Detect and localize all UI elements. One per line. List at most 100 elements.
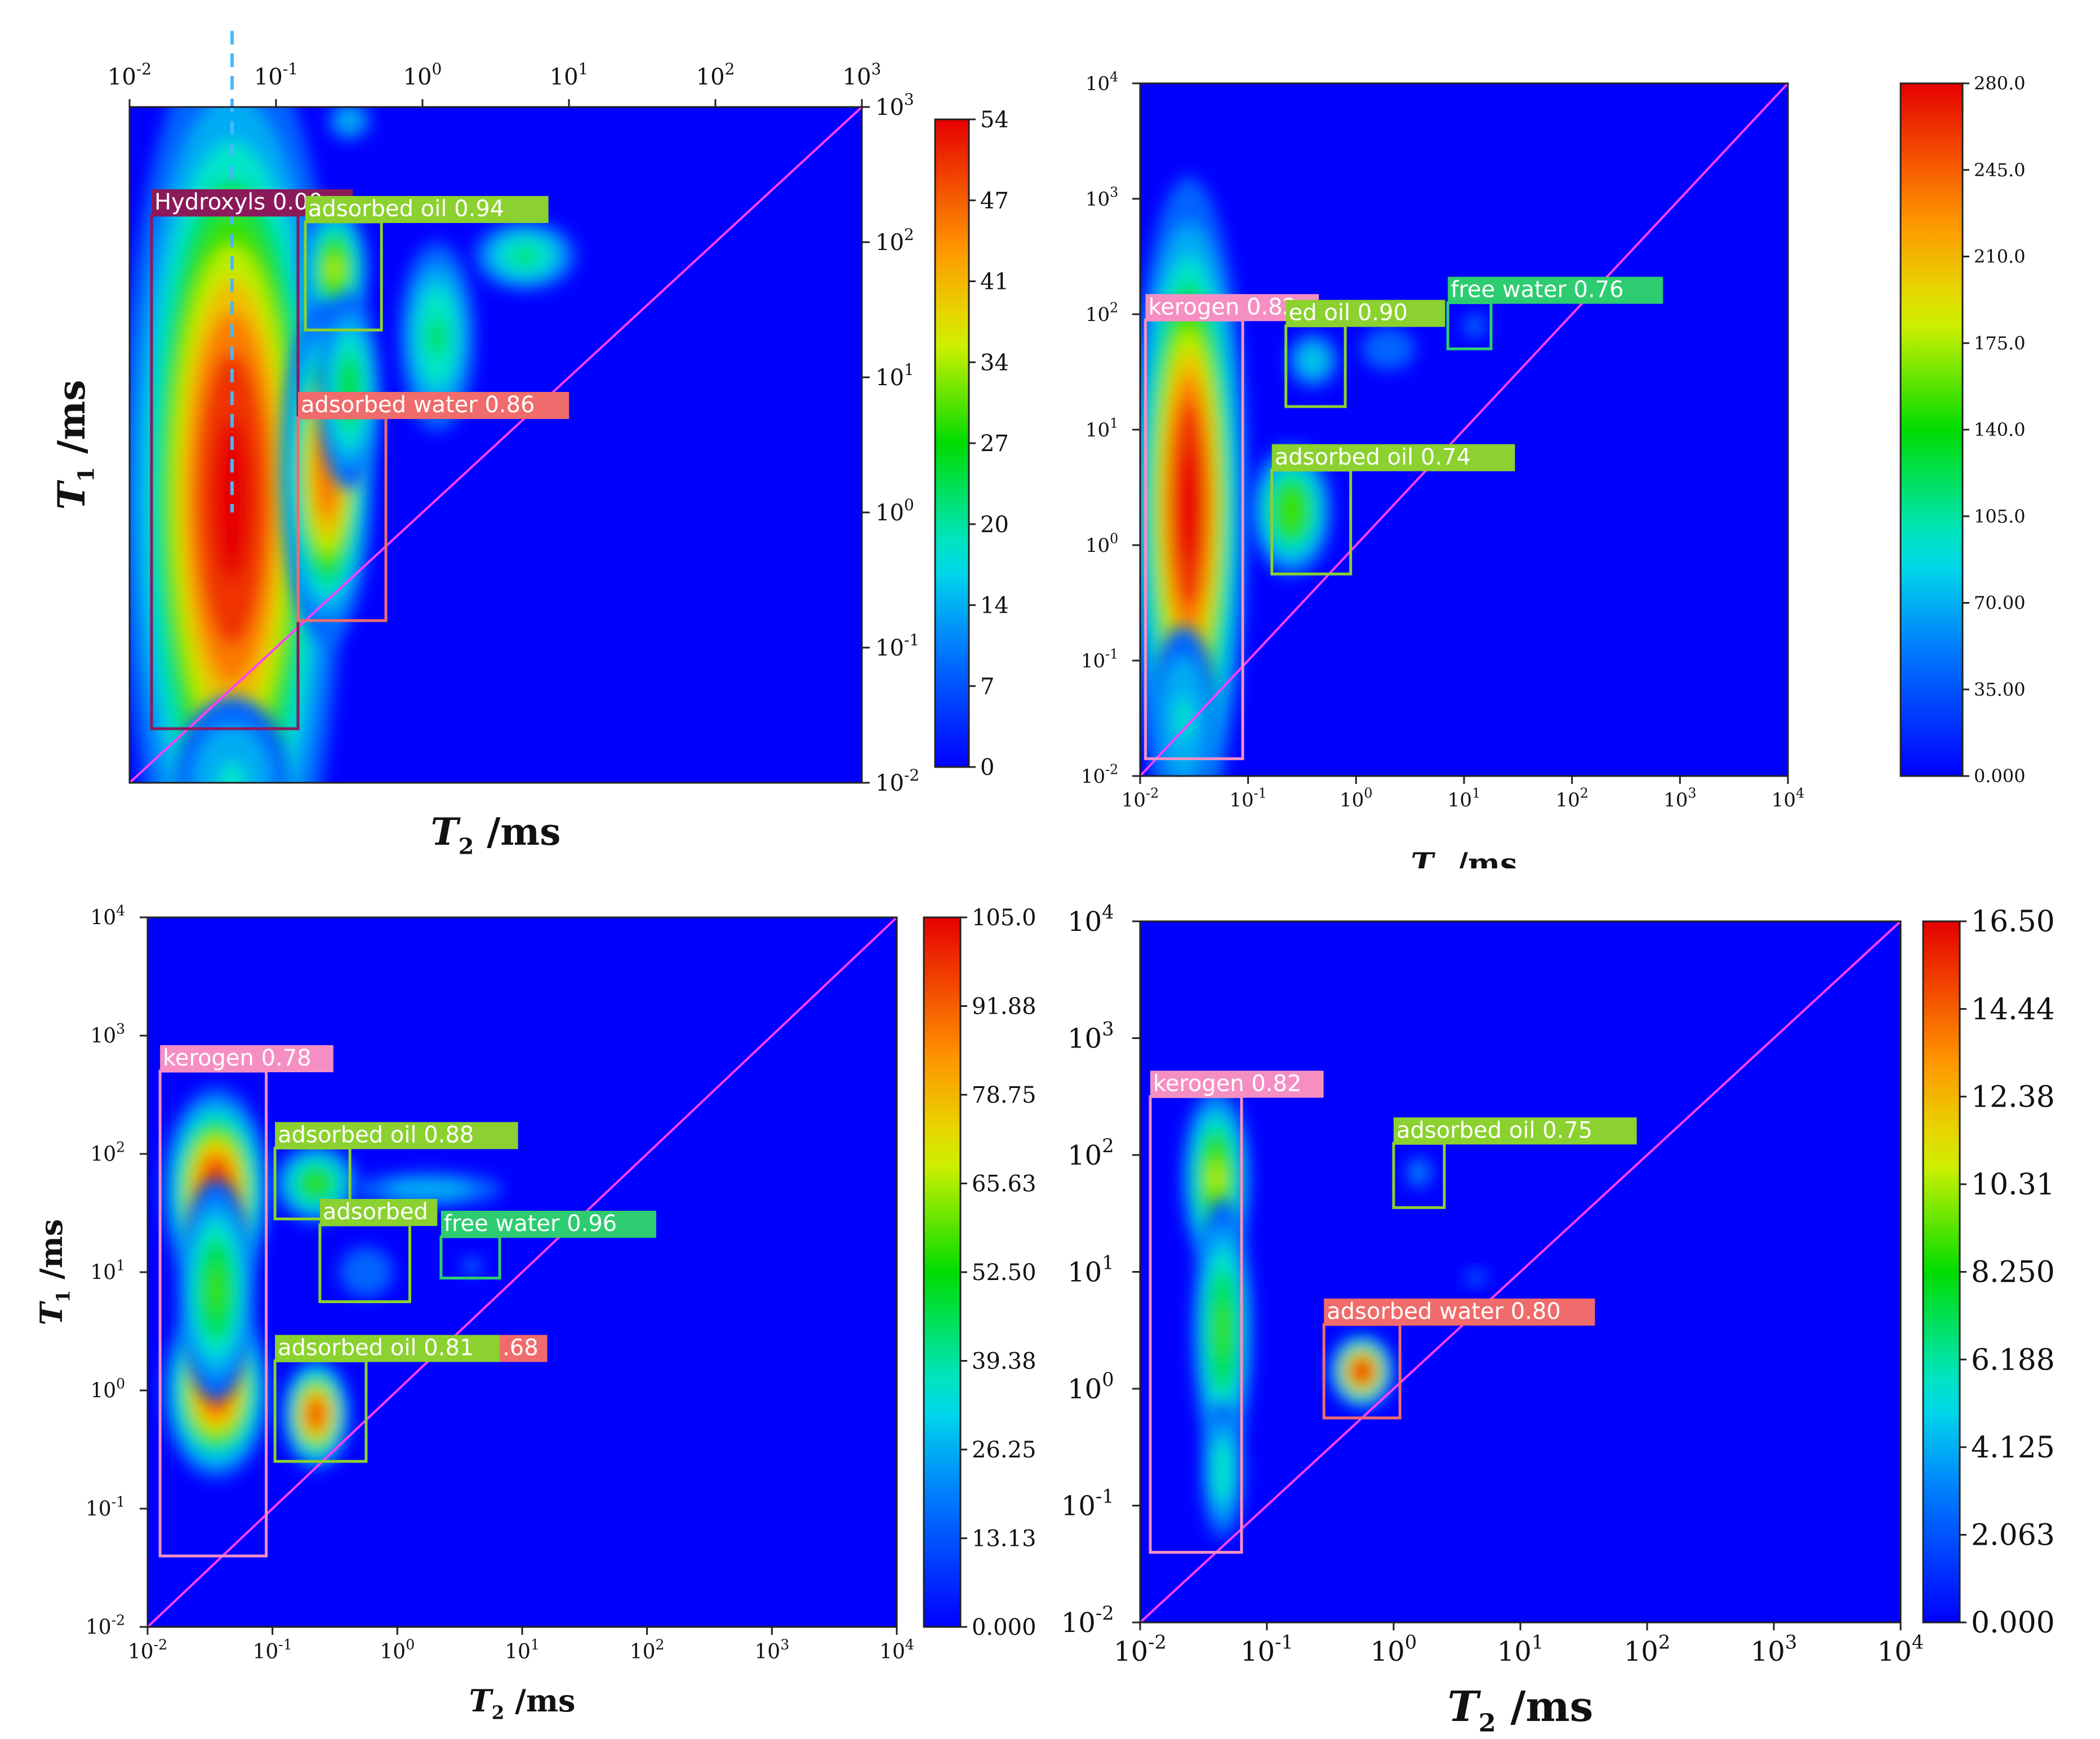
contour-level <box>328 256 341 282</box>
detection-tag <box>298 392 570 419</box>
colorbar-tick-label: 280.0 <box>1974 73 2026 94</box>
x-tick-label: 103 <box>754 1637 789 1664</box>
detection-label: kerogen 0.82 <box>1153 1071 1302 1096</box>
contour-level <box>308 1175 325 1192</box>
detection-tag <box>1150 1071 1324 1098</box>
contour-level <box>1306 354 1319 367</box>
colorbar-tick-label: 16.50 <box>1971 905 2055 939</box>
detection-3: adsorbed oil 0.74 <box>1270 444 1515 576</box>
y-tick-label: 103 <box>90 1020 125 1047</box>
signal-blob-3 <box>1287 333 1339 388</box>
y-tick-label: 100 <box>875 496 914 526</box>
signal-blob-4 <box>317 292 381 489</box>
colorbar-tick-label: 175.0 <box>1974 332 2026 354</box>
contour-level <box>208 1267 225 1313</box>
y-tick-label: 103 <box>875 90 914 121</box>
colorbar-tick-label: 6.188 <box>1971 1343 2055 1377</box>
contour-level <box>193 725 272 783</box>
detection-tag <box>275 1122 518 1149</box>
plot-frame <box>128 106 863 784</box>
colorbar-tick-label: 52.50 <box>972 1260 1036 1286</box>
signal-blob-2 <box>1201 1402 1244 1540</box>
signal-blob-0 <box>1140 176 1248 776</box>
detection-0: kerogen 0.78 <box>158 1045 333 1558</box>
signal-blob-6 <box>473 220 577 292</box>
y-tick-label: 103 <box>1067 1018 1114 1055</box>
contour-level <box>1216 1304 1229 1357</box>
signal-blob-0 <box>130 107 344 783</box>
x-tick-label: 100 <box>1340 786 1372 811</box>
colorbar-tick-label: 34 <box>980 350 1009 376</box>
colorbar-tick-label: 65.63 <box>972 1171 1036 1197</box>
contour-level <box>218 762 246 783</box>
detection-tag <box>1448 277 1663 304</box>
detection-2: adsorbed water 0.80 <box>1322 1298 1595 1420</box>
colorbar-tick-label: 7 <box>980 674 994 699</box>
y-tick-label: 101 <box>1085 416 1118 442</box>
y-tick-label: 100 <box>90 1375 125 1402</box>
x-tick-label: 10-2 <box>108 60 152 90</box>
contour-level <box>514 248 536 264</box>
colorbar-tick-label: 0.000 <box>972 1615 1036 1640</box>
x-tick-label: 103 <box>843 60 882 90</box>
detection-5: .68 <box>500 1335 548 1362</box>
colorbar-tick-label: 105.0 <box>972 905 1036 931</box>
x-tick-label: 10-2 <box>128 1637 167 1664</box>
colorbar-tick-label: 14 <box>980 593 1009 619</box>
x-tick-label: 102 <box>1555 786 1588 811</box>
detection-label: free water 0.76 <box>1451 277 1623 303</box>
colorbar-tick-label: 12.38 <box>1971 1080 2055 1114</box>
signal-blob-1 <box>1149 626 1218 776</box>
colorbar-tick-label: 0.000 <box>1971 1606 2055 1640</box>
signal-blob-3 <box>1328 1332 1395 1410</box>
x-tick-label: 101 <box>550 60 589 90</box>
signal-blob-6 <box>339 1247 393 1297</box>
detection-tag <box>1271 444 1515 471</box>
contour-level <box>462 1256 483 1276</box>
contour-level <box>1362 327 1416 371</box>
y-tick-label: 10-1 <box>1061 1486 1114 1522</box>
x-tick-label: 101 <box>1448 786 1480 811</box>
x-tick-label: 104 <box>1877 1631 1924 1667</box>
detection-tag <box>441 1211 656 1238</box>
x-tick-label: 100 <box>403 60 442 90</box>
colorbar-tick-label: 91.88 <box>972 994 1036 1020</box>
signal-layer <box>162 1087 502 1479</box>
signal-blob-4 <box>1362 327 1416 371</box>
signal-blob-5 <box>398 242 476 432</box>
x-tick-label: 103 <box>1663 786 1696 811</box>
y-tick-label: 10-2 <box>875 766 919 796</box>
t1-equals-t2-line <box>148 917 897 1627</box>
detection-label: kerogen 0.78 <box>163 1045 312 1071</box>
contour-level <box>1415 1168 1423 1177</box>
detection-label: adsorbed oil 0.88 <box>278 1122 474 1148</box>
t1-t2-map-kerogen-b: kerogen 0.78 adsorbed oil 0.88 adsorbed fre… <box>33 902 1036 1723</box>
detection-label: free water 0.96 <box>444 1211 617 1237</box>
x-axis-title: T2 /ms <box>1448 1683 1594 1737</box>
detection-label: kerogen 0.82 <box>1149 294 1297 320</box>
x-tick-label: 104 <box>1772 786 1804 811</box>
colorbar-tick-label: 0 <box>980 755 994 781</box>
detection-tag <box>1324 1298 1595 1326</box>
x-tick-label: 102 <box>630 1637 665 1664</box>
t1-equals-t2-line <box>1140 83 1788 776</box>
colorbar-tick-label: 13.13 <box>972 1526 1036 1552</box>
y-axis-title: T1 /ms <box>50 380 100 510</box>
detection-label: adsorbed oil 0.81 <box>278 1335 474 1361</box>
contour-level <box>1175 696 1192 741</box>
detection-2: free water 0.76 <box>1446 277 1663 350</box>
y-tick-label: 103 <box>1085 185 1118 211</box>
detection-label: adsorbed water 0.86 <box>301 392 535 418</box>
contour-level <box>212 417 252 581</box>
signal-blob-3 <box>281 1358 351 1470</box>
x-tick-label: 101 <box>1497 1631 1543 1667</box>
contour-level <box>1209 1161 1223 1196</box>
detection-label: Hydroxyls 0.00 <box>154 189 323 215</box>
y-tick-label: 10-1 <box>86 1493 125 1520</box>
y-tick-label: 10-2 <box>86 1612 125 1639</box>
x-tick-label: 100 <box>1371 1631 1417 1667</box>
x-tick-label: 10-1 <box>252 1637 292 1664</box>
x-tick-label: 10-2 <box>1122 786 1159 811</box>
x-tick-label: 100 <box>380 1637 415 1664</box>
